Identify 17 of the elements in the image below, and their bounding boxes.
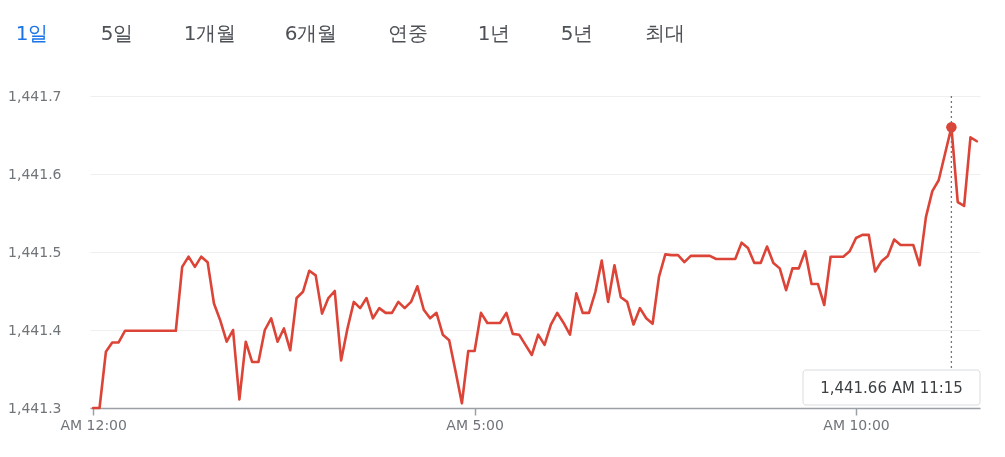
x-tick-label: AM 5:00 xyxy=(446,416,504,433)
text: 1년 xyxy=(477,21,511,45)
text: 1개월 xyxy=(183,21,237,45)
text: 5일 xyxy=(100,21,134,45)
text: 연중 xyxy=(388,21,428,45)
y-tick-label: 1,441.7 xyxy=(8,87,62,104)
y-tick-label: 1,441.6 xyxy=(8,165,62,182)
y-tick-label: 1,441.3 xyxy=(8,399,62,416)
text: 5년 xyxy=(560,21,594,45)
text: 최대 xyxy=(645,21,685,45)
y-tick-label: 1,441.5 xyxy=(8,243,62,260)
x-tick-label: AM 10:00 xyxy=(823,416,890,433)
y-tick-label: 1,441.4 xyxy=(8,321,62,338)
x-tick-label: AM 12:00 xyxy=(60,416,127,433)
annotation: 1,441.66 AM 11:15 xyxy=(820,379,963,397)
text: 1일 xyxy=(15,21,49,45)
text: 6개월 xyxy=(284,21,338,45)
